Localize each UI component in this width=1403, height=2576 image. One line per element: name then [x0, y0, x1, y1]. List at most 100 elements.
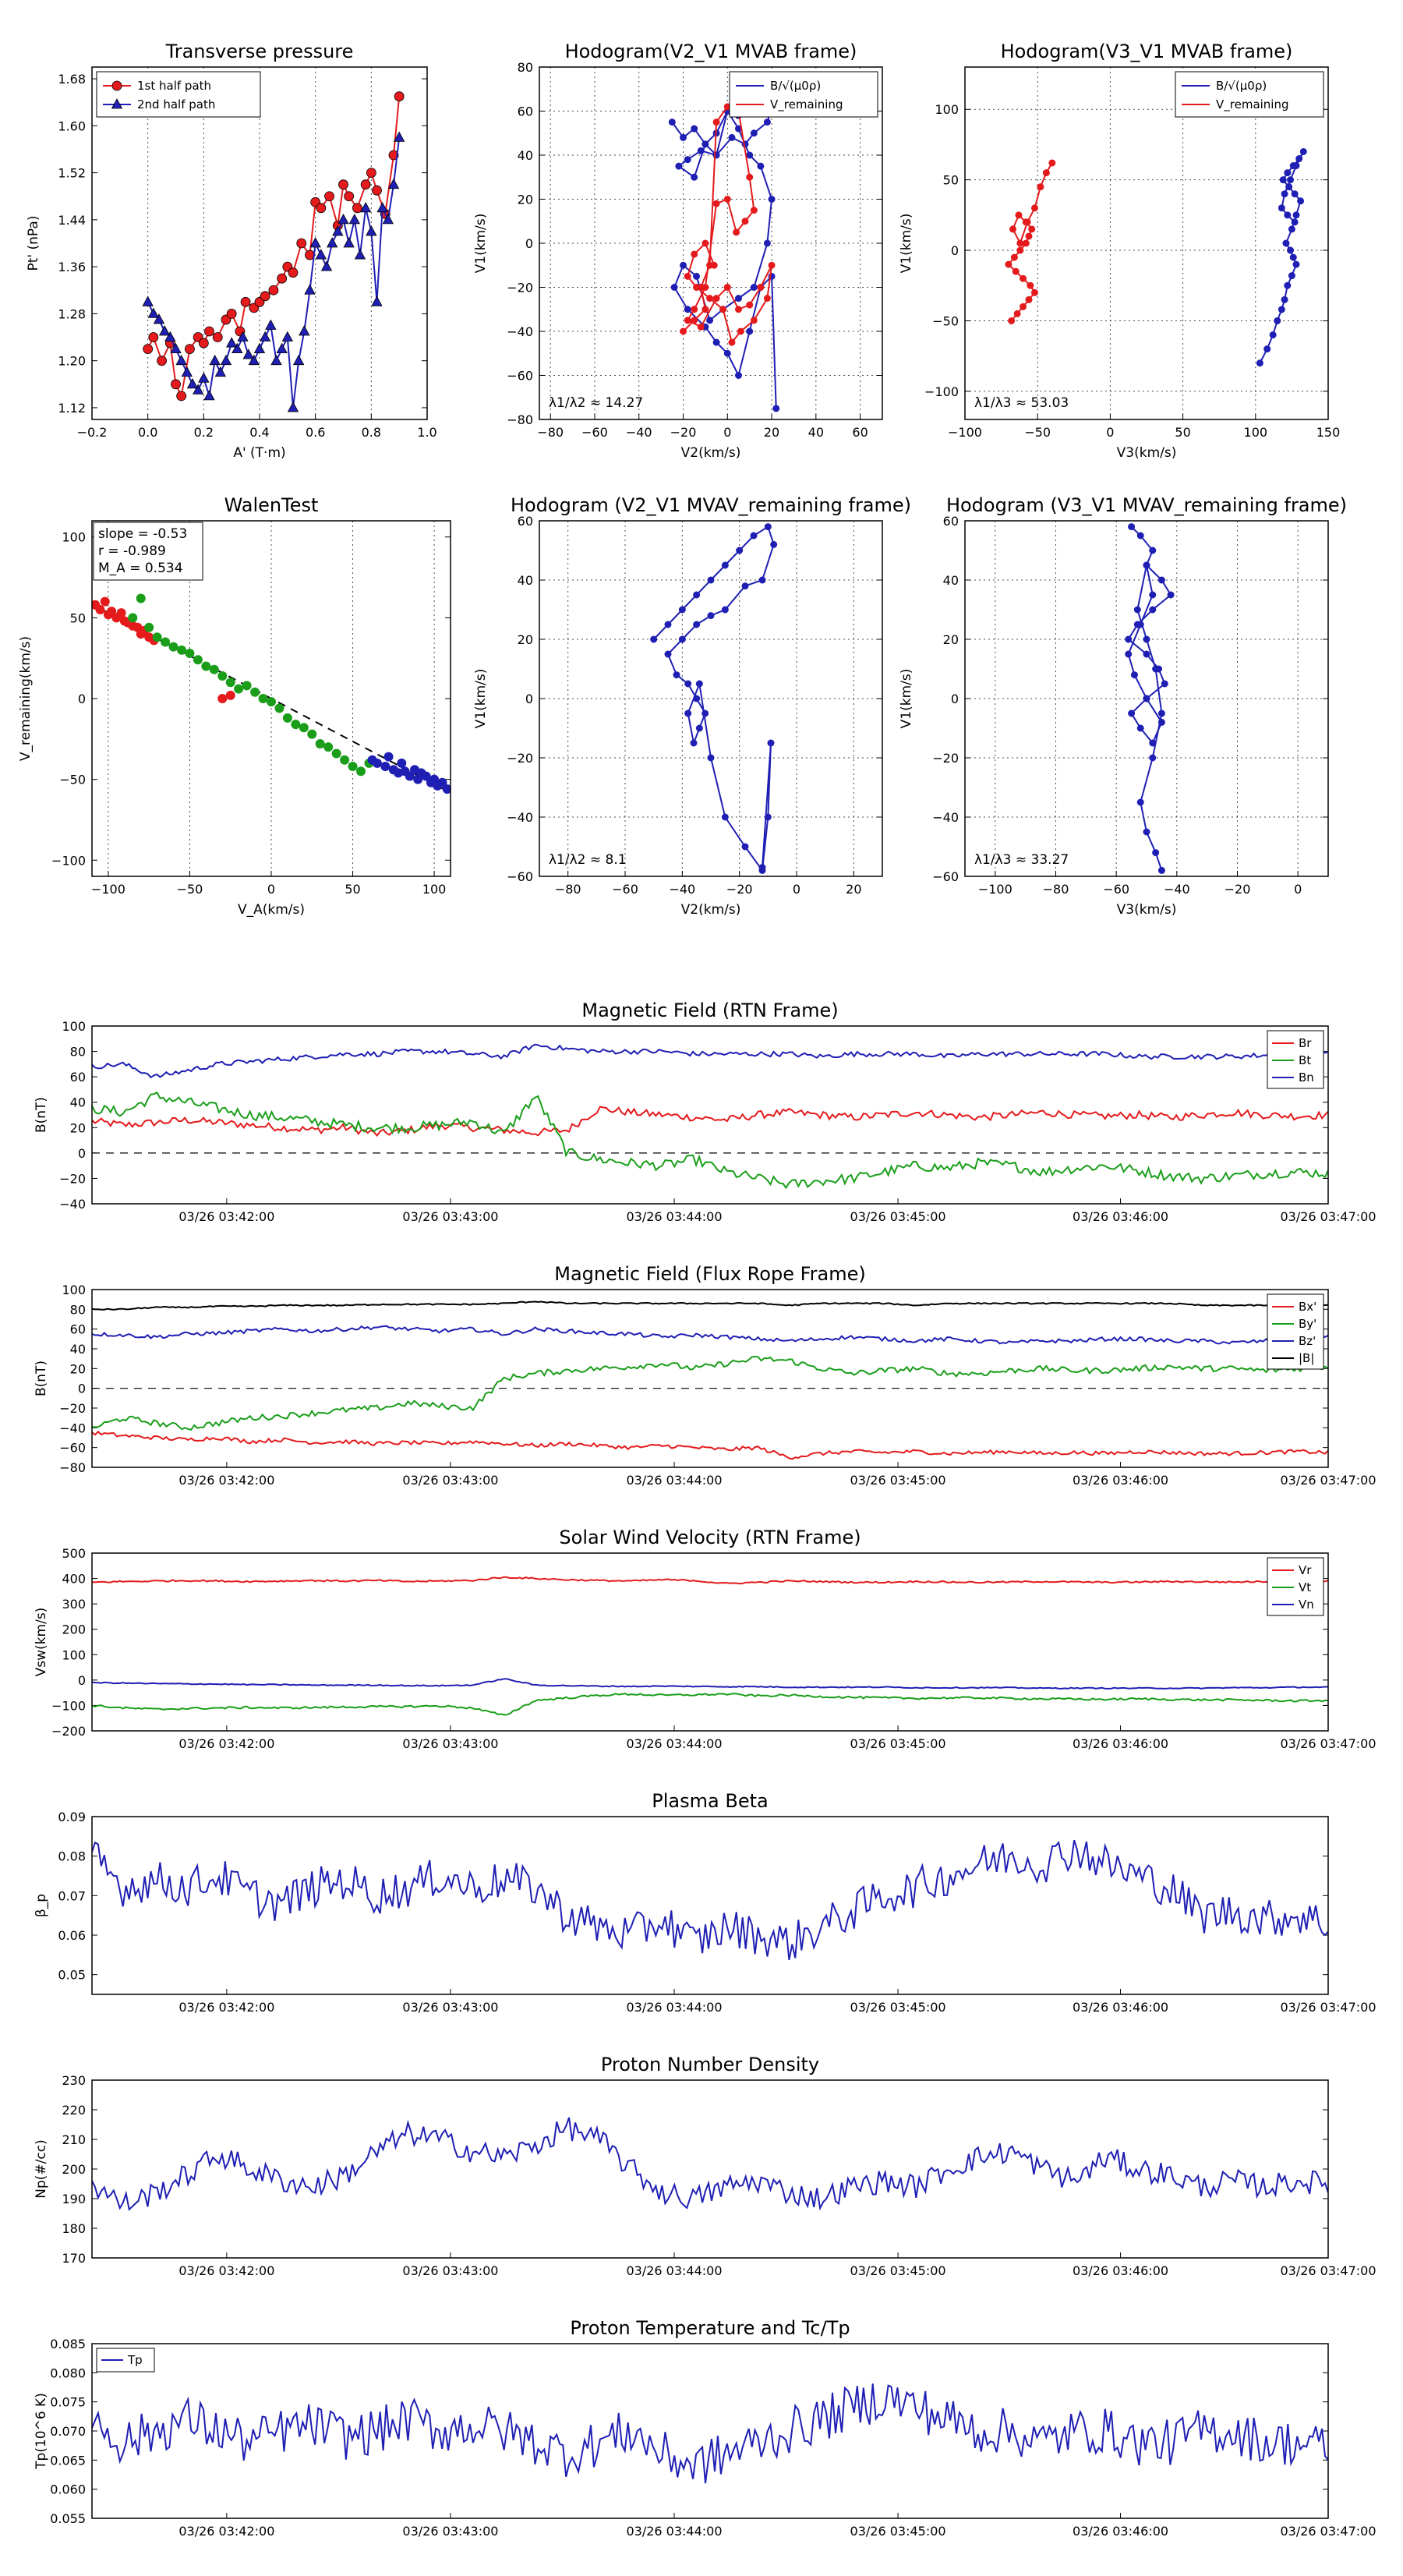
bfield-xtick-label: 03/26 03:43:00: [402, 1209, 498, 1224]
h3-point: [707, 576, 715, 584]
h3-point: [684, 680, 692, 688]
h1-point: [691, 317, 698, 324]
h3-ytick-label: 40: [518, 573, 533, 588]
h3-point: [764, 523, 772, 531]
walen-point: [250, 687, 260, 697]
bflux-ytick-label: 0: [78, 1382, 86, 1396]
h2-point: [1284, 169, 1292, 177]
pt-point: [157, 356, 167, 366]
tp-ytick-label: 0.055: [50, 2511, 86, 2526]
h3-xtick-label: −20: [726, 882, 753, 897]
h3-ytick-label: 60: [518, 514, 533, 529]
h2-point: [1025, 295, 1033, 303]
h2-point: [1016, 239, 1024, 247]
h1-point: [712, 338, 720, 346]
h2-ylabel: V1(km/s): [899, 214, 914, 274]
h4-ytick-label: 60: [943, 514, 959, 529]
tp-series-Tp: [91, 2383, 1329, 2484]
pt-point: [225, 337, 238, 348]
walen-point: [177, 645, 186, 655]
h1-xtick-label: −80: [537, 425, 564, 440]
h2-point: [1005, 260, 1012, 268]
h3-chart: Hodogram (V2_V1 MVAV_remaining frame) −80…: [473, 494, 911, 918]
h1-point: [691, 125, 698, 133]
h1-point: [684, 317, 691, 324]
h1-point: [723, 349, 731, 357]
h4-ylabel: V1(km/s): [899, 669, 914, 729]
h2-point: [1282, 239, 1290, 247]
h4-xtick-label: −40: [1164, 882, 1190, 897]
bfield-ylabel: B(nT): [34, 1097, 49, 1133]
pt-point: [277, 273, 288, 284]
vsw-series-Vn: [91, 1678, 1329, 1690]
h1-frame: [539, 66, 883, 420]
h1-ytick-label: −60: [507, 369, 533, 384]
pt-point: [240, 296, 251, 307]
walen-point: [217, 671, 228, 681]
h3-ytick-label: −60: [507, 869, 533, 884]
pt-ytick-label: 1.28: [58, 306, 86, 321]
h1-series-line: [671, 83, 777, 409]
h3-ytick-label: −20: [507, 751, 533, 766]
h2-xtick-label: 100: [1244, 425, 1268, 440]
walen-xtick-label: 0: [267, 882, 275, 897]
vsw-ytick-label: −200: [51, 1724, 86, 1739]
h3-point: [693, 695, 701, 702]
walen-point: [340, 755, 350, 765]
h3-point: [741, 843, 749, 851]
pt-point: [366, 225, 377, 236]
vsw-chart: Solar Wind Velocity (RTN Frame) 03/26 03:…: [34, 1527, 1376, 1751]
walen-xtick-label: −100: [91, 882, 125, 897]
np-chart: Proton Number Density 03/26 03:42:00 03/26…: [34, 2054, 1376, 2278]
h3-point: [664, 650, 672, 658]
h2-point: [1288, 272, 1295, 280]
tp-xtick-label: 03/26 03:45:00: [850, 2524, 946, 2539]
pt-chart: Transverse pressure −0.2 0.0 0.2 0.4 0.6 0.8 1.…: [26, 41, 437, 461]
np-ytick-label: 200: [62, 2162, 86, 2177]
bfield-xtick-label: 03/26 03:46:00: [1073, 1209, 1168, 1224]
pt-title: Transverse pressure: [165, 41, 354, 62]
walen-plot-area: [92, 593, 451, 794]
h1-point: [768, 196, 776, 203]
walen-xtick-label: 50: [345, 882, 360, 897]
pt-point: [142, 295, 154, 306]
pt-ytick-label: 1.36: [58, 260, 86, 274]
h1-point: [684, 306, 691, 313]
h1-ytick-label: 20: [518, 193, 533, 207]
beta-ytick-label: 0.07: [58, 1888, 86, 1903]
beta-ytick-label: 0.08: [58, 1849, 86, 1864]
bflux-ytick-label: −60: [59, 1441, 86, 1456]
np-ytick-label: 170: [62, 2251, 86, 2266]
walen-point: [267, 697, 276, 707]
h3-point: [770, 540, 778, 548]
pt-xtick-label: 0.4: [249, 425, 269, 440]
pt-xtick-label: 0.2: [194, 425, 214, 440]
pt-point: [304, 284, 316, 295]
h2-point: [1009, 225, 1017, 233]
h1-point: [702, 306, 709, 313]
tp-title: Proton Temperature and Tc/Tp: [570, 2317, 850, 2339]
h3-ytick-label: 0: [525, 692, 533, 706]
h2-point: [1289, 253, 1297, 261]
h2-chart: Hodogram(V3_V1 MVAB frame) −100 −50 0 50 100 1…: [899, 41, 1340, 461]
h1-xtick-label: −40: [626, 425, 652, 440]
h1-point: [668, 119, 676, 126]
h1-legend: [729, 71, 878, 118]
h4-xtick-label: −80: [1043, 882, 1069, 897]
h2-point: [1278, 204, 1285, 212]
h1-annotation: λ1/λ2 ≈ 14.27: [549, 395, 643, 411]
h3-xlabel: V2(km/s): [681, 902, 741, 918]
pt-ytick-label: 1.12: [58, 401, 86, 416]
h2-frame: [964, 66, 1329, 420]
pt-point: [324, 191, 334, 202]
tp-ytick-label: 0.080: [50, 2365, 86, 2380]
h4-point: [1152, 849, 1160, 857]
pt-point: [344, 191, 355, 202]
h2-point: [1008, 317, 1016, 324]
h1-point: [680, 133, 687, 141]
walen-point: [372, 758, 382, 768]
tp-xtick-label: 03/26 03:46:00: [1073, 2524, 1168, 2539]
h1-point: [697, 147, 705, 154]
h4-chart: Hodogram (V3_V1 MVAV_remaining frame) −10…: [899, 494, 1347, 918]
pt-point: [299, 325, 310, 336]
